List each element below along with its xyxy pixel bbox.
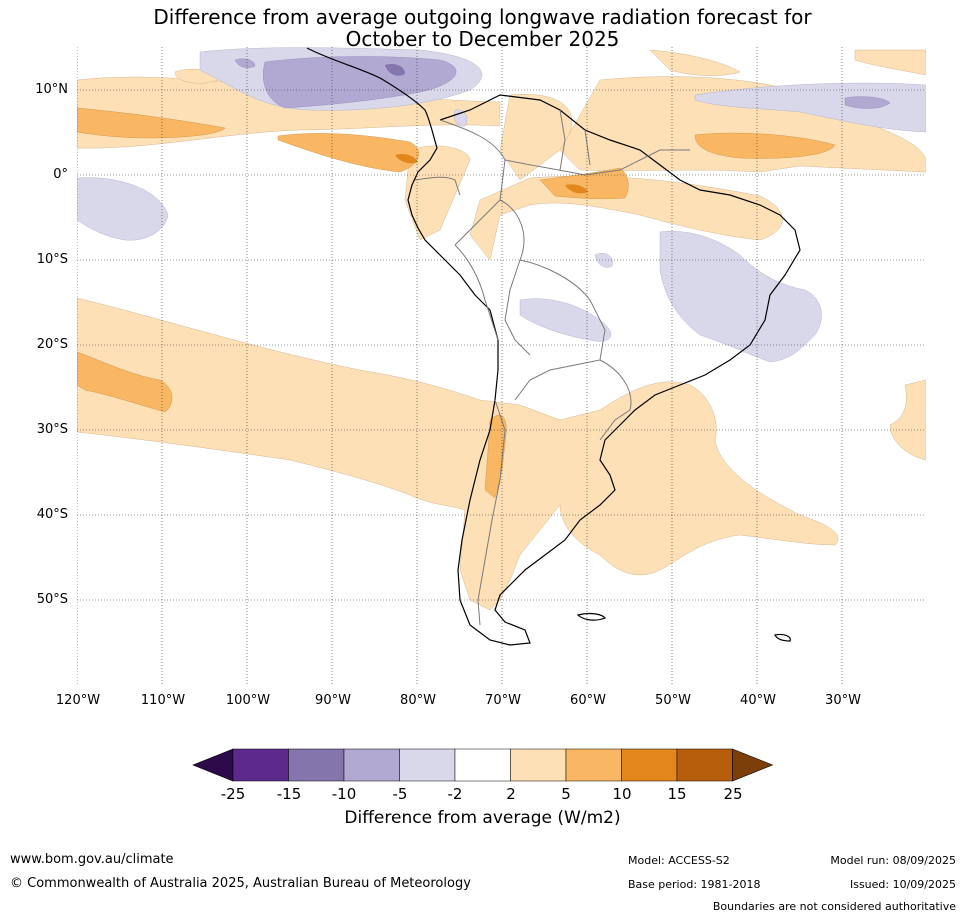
colorbar	[192, 748, 774, 782]
lon-label-120w: 120°W	[55, 693, 101, 708]
footer-issued: Issued: 10/09/2025	[849, 878, 956, 891]
colorbar-tick: 2	[506, 785, 516, 803]
map-title-line2: October to December 2025	[345, 27, 620, 51]
positive-anomaly-areas	[77, 49, 926, 611]
footer-model-run: Model run: 08/09/2025	[830, 854, 956, 867]
footer-model: Model: ACCESS-S2	[628, 854, 730, 867]
colorbar-extend-max	[732, 748, 774, 782]
colorbar-segment	[454, 748, 511, 782]
colorbar-segment	[565, 748, 622, 782]
colorbar-tick: 15	[667, 785, 687, 803]
colorbar-tick: 10	[612, 785, 632, 803]
colorbar-segment	[343, 748, 400, 782]
colorbar-tick: -2	[447, 785, 463, 803]
footer-url: www.bom.gov.au/climate	[10, 852, 174, 867]
colorbar-tick: -10	[331, 785, 357, 803]
country-borders	[414, 109, 690, 626]
lon-label-50w: 50°W	[655, 693, 691, 708]
lon-label-80w: 80°W	[400, 693, 436, 708]
lon-label-110w: 110°W	[140, 693, 186, 708]
lat-label-40s: 40°S	[36, 507, 68, 522]
lon-label-100w: 100°W	[225, 693, 271, 708]
colorbar-tick: -5	[392, 785, 408, 803]
footer-boundaries-note: Boundaries are not considered authoritat…	[712, 900, 956, 913]
lon-label-40w: 40°W	[740, 693, 776, 708]
lat-label-20s: 20°S	[36, 337, 68, 352]
lat-label-0: 0°	[53, 167, 68, 182]
lat-label-50s: 50°S	[36, 592, 68, 607]
map-title-line1: Difference from average outgoing longwav…	[153, 5, 812, 29]
colorbar-segment	[399, 748, 456, 782]
colorbar-segment	[676, 748, 733, 782]
coastline	[306, 47, 801, 646]
footer-base-period: Base period: 1981-2018	[628, 878, 761, 891]
lon-label-90w: 90°W	[315, 693, 351, 708]
colorbar-segment	[621, 748, 678, 782]
colorbar-tick: 25	[723, 785, 743, 803]
lon-label-30w: 30°W	[825, 693, 861, 708]
colorbar-segment	[232, 748, 289, 782]
moderate-positive-anomaly-areas	[77, 107, 836, 499]
colorbar-tick: 5	[561, 785, 571, 803]
lon-label-60w: 60°W	[570, 693, 606, 708]
strong-positive-anomaly-areas	[395, 153, 588, 194]
strong-negative-anomaly-areas	[385, 64, 405, 76]
lat-label-30s: 30°S	[36, 422, 68, 437]
colorbar-tick: -15	[276, 785, 302, 803]
colorbar-extend-min	[192, 748, 234, 782]
moderate-negative-anomaly-areas	[234, 56, 891, 109]
lat-label-10s: 10°S	[36, 252, 68, 267]
colorbar-segment	[510, 748, 567, 782]
footer-copyright: © Commonwealth of Australia 2025, Austra…	[10, 876, 471, 891]
colorbar-segment	[288, 748, 345, 782]
graticule	[77, 47, 926, 685]
colorbar-label: Difference from average (W/m2)	[344, 808, 621, 828]
colorbar-tick: -25	[220, 785, 246, 803]
lon-label-70w: 70°W	[485, 693, 521, 708]
lat-label-10n: 10°N	[35, 82, 68, 97]
